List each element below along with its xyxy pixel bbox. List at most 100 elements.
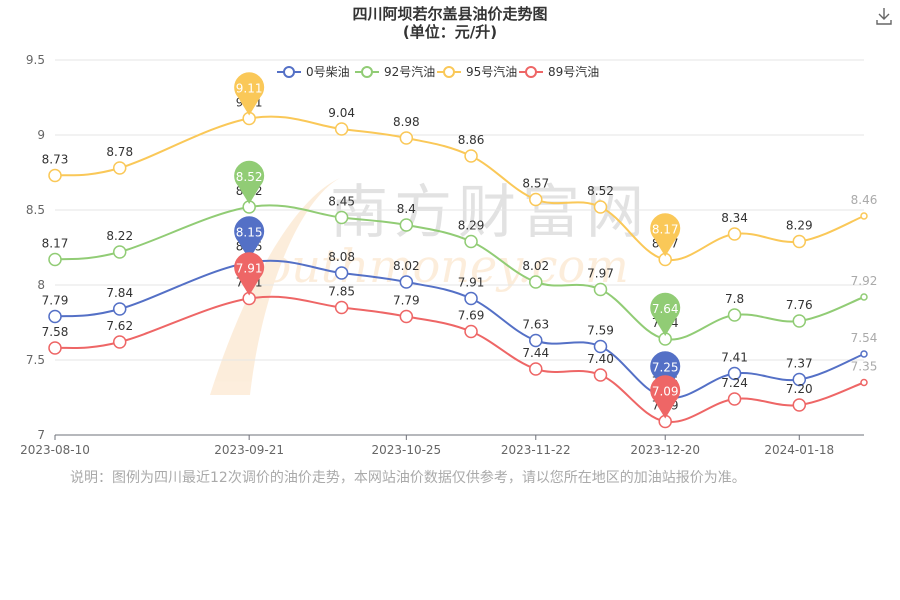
x-tick-label: 2023-08-10 bbox=[20, 443, 90, 457]
download-icon[interactable] bbox=[874, 6, 894, 26]
data-point bbox=[334, 300, 349, 315]
max-pin: 9.11 bbox=[234, 72, 265, 116]
watermark-logo-swoosh bbox=[210, 178, 340, 395]
data-point bbox=[464, 291, 478, 306]
data-point bbox=[792, 234, 807, 249]
data-point bbox=[112, 335, 127, 349]
y-tick-label: 7.5 bbox=[26, 353, 45, 367]
chart-title-main: 四川阿坝若尔盖县油价走势图 bbox=[352, 5, 548, 23]
data-point bbox=[399, 218, 414, 232]
data-label: 7.41 bbox=[721, 351, 748, 365]
max-pin-value: 8.52 bbox=[236, 170, 263, 184]
y-tick-label: 7 bbox=[37, 428, 45, 442]
data-point bbox=[727, 366, 742, 381]
data-point bbox=[727, 308, 742, 322]
max-pin-shape bbox=[234, 72, 265, 116]
x-tick-label: 2024-01-18 bbox=[764, 443, 834, 457]
data-point bbox=[727, 392, 742, 406]
data-label: 8.17 bbox=[42, 237, 69, 251]
data-label: 7.37 bbox=[786, 357, 813, 371]
data-point bbox=[792, 314, 807, 328]
data-label: 7.69 bbox=[458, 309, 485, 323]
data-label: 7.59 bbox=[587, 324, 614, 338]
data-label: 7.91 bbox=[458, 276, 485, 290]
series-layer bbox=[48, 111, 868, 429]
min-pin-shape bbox=[650, 375, 681, 419]
chart-title: 四川阿坝若尔盖县油价走势图 (单位：元/升) bbox=[0, 5, 900, 41]
data-label: 8.78 bbox=[106, 145, 133, 159]
data-label: 7.84 bbox=[106, 286, 133, 300]
min-pin-shape bbox=[650, 292, 681, 336]
data-label: 8.29 bbox=[458, 219, 485, 233]
data-label: 7.79 bbox=[393, 294, 420, 308]
data-label: 8.29 bbox=[786, 219, 813, 233]
legend-label: 92号汽油 bbox=[384, 64, 435, 79]
data-label: 7.79 bbox=[42, 294, 69, 308]
data-label: 8.02 bbox=[522, 259, 549, 273]
data-label: 7.97 bbox=[587, 267, 614, 281]
data-label: 8.98 bbox=[393, 115, 420, 129]
data-point bbox=[529, 275, 543, 289]
data-point bbox=[334, 122, 349, 136]
legend-marker bbox=[525, 66, 537, 78]
data-point bbox=[399, 275, 414, 289]
watermark-text-cn: 南方财富网 bbox=[330, 178, 650, 246]
data-label: 8.46 bbox=[851, 193, 878, 207]
chart-note: 说明：图例为四川最近12次调价的油价走势，本网站油价数据仅供参考，请以您所在地区… bbox=[70, 470, 746, 486]
min-pin: 7.64 bbox=[650, 292, 681, 336]
data-label: 7.54 bbox=[851, 331, 878, 345]
data-point bbox=[48, 309, 62, 324]
data-point bbox=[529, 362, 543, 376]
max-pin-shape bbox=[234, 216, 265, 260]
data-label: 8.73 bbox=[42, 153, 69, 167]
data-label: 7.76 bbox=[786, 298, 813, 312]
data-point bbox=[792, 398, 807, 412]
data-point bbox=[860, 293, 868, 301]
data-point bbox=[334, 266, 349, 280]
max-pin-value: 7.91 bbox=[236, 262, 263, 276]
data-point bbox=[112, 161, 127, 175]
min-pin: 7.09 bbox=[650, 375, 681, 419]
data-point bbox=[48, 252, 62, 267]
data-label: 8.4 bbox=[397, 202, 416, 216]
data-point bbox=[593, 368, 608, 382]
max-pin-value: 9.11 bbox=[236, 82, 263, 96]
min-pin-value: 7.25 bbox=[652, 361, 679, 375]
legend-label: 0号柴油 bbox=[306, 65, 350, 79]
data-point bbox=[464, 234, 478, 249]
min-pin: 7.25 bbox=[650, 351, 681, 395]
max-pin-shape bbox=[234, 160, 265, 204]
labels-layer: 7.79 7.84 8.15 8.08 8.02 7.91 7.63 7.59 7.25 7.41… bbox=[42, 96, 878, 413]
data-label: 7.20 bbox=[786, 382, 813, 396]
legend-marker bbox=[361, 66, 373, 78]
data-label: 8.52 bbox=[587, 184, 614, 198]
data-label: 7.8 bbox=[725, 292, 744, 306]
y-tick-label: 9 bbox=[37, 128, 45, 142]
x-tick-label: 2023-10-25 bbox=[371, 443, 441, 457]
max-pin: 7.91 bbox=[234, 252, 265, 296]
data-label: 8.08 bbox=[328, 250, 355, 264]
data-label: 7.44 bbox=[522, 346, 549, 360]
x-tick-label: 2023-12-20 bbox=[630, 443, 700, 457]
min-pin-value: 8.17 bbox=[652, 223, 679, 237]
data-label: 7.35 bbox=[851, 360, 878, 374]
x-tick-label: 2023-11-22 bbox=[501, 443, 571, 457]
legend-marker bbox=[283, 66, 295, 78]
legend: 0号柴油 92号汽油 95号汽油 89号汽油 bbox=[277, 64, 599, 79]
data-point bbox=[593, 339, 608, 354]
data-label: 7.92 bbox=[851, 274, 878, 288]
data-point bbox=[464, 149, 478, 163]
data-label: 7.24 bbox=[721, 376, 748, 390]
data-point bbox=[334, 210, 349, 225]
data-point bbox=[593, 200, 608, 214]
legend-label: 89号汽油 bbox=[548, 64, 599, 79]
legend-marker bbox=[443, 66, 455, 78]
chart-title-unit: (单位：元/升) bbox=[402, 23, 498, 41]
data-point bbox=[399, 131, 414, 145]
data-point bbox=[464, 324, 478, 339]
min-pin-value: 7.64 bbox=[652, 302, 679, 316]
data-point bbox=[792, 372, 807, 387]
data-point bbox=[112, 245, 127, 259]
